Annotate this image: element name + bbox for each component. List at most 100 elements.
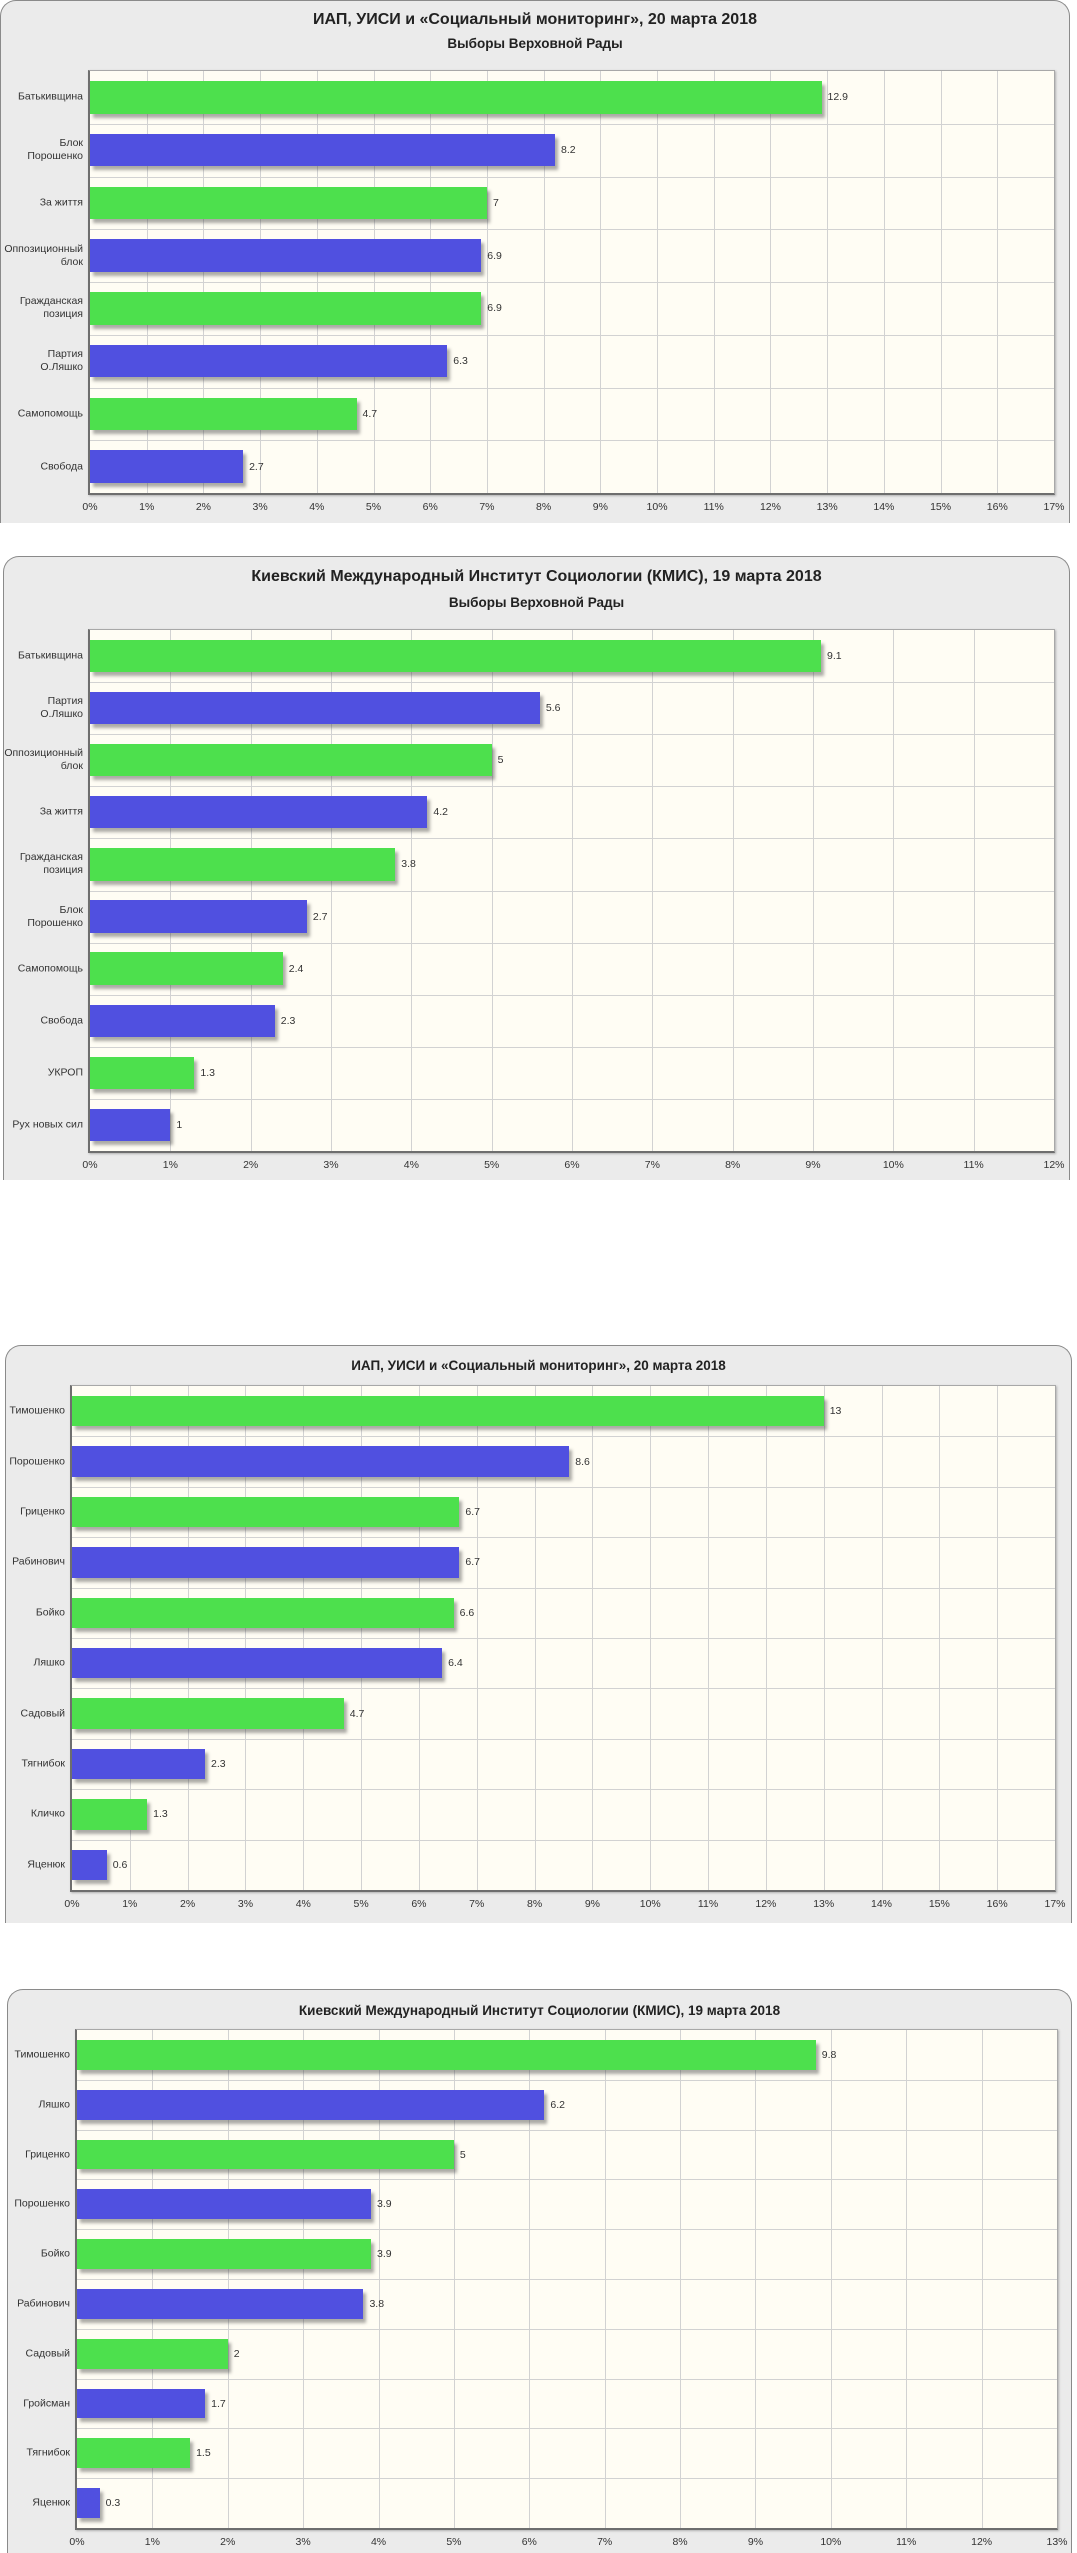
value-label-2: 5.6	[545, 702, 561, 715]
chart-panel-1: ИАП, УИСИ и «Социальный мониторинг», 20 …	[0, 0, 1070, 523]
value-label-9: 1.3	[200, 1066, 216, 1079]
value-label-6: 6.4	[448, 1657, 463, 1670]
bar-7	[77, 2338, 228, 2369]
x-tick-label-0: 0%	[69, 2536, 85, 2548]
bar-4	[90, 796, 428, 829]
category-label-7: Самопомощь	[17, 407, 83, 420]
row-separator	[77, 2428, 1057, 2429]
x-tick-label-13: 13%	[816, 501, 838, 513]
x-tick-label-13: 13%	[813, 1898, 835, 1910]
x-tick-label-10: 10%	[882, 1159, 904, 1171]
x-tick-label-7: 7%	[597, 2536, 613, 2548]
row-separator	[77, 2379, 1057, 2380]
x-tick-label-11: 11%	[697, 1898, 719, 1910]
category-label-9: УКРОП	[47, 1066, 83, 1079]
bar-5	[77, 2239, 371, 2270]
row-separator	[90, 891, 1054, 892]
value-label-10: 0.6	[112, 1858, 128, 1871]
gridline-x	[492, 630, 493, 1151]
bar-1	[90, 639, 822, 673]
value-label-10: 1	[176, 1118, 183, 1131]
gridline-x	[331, 630, 332, 1151]
value-label-10: 0.3	[105, 2497, 121, 2510]
category-label-2: Партия О.Ляшко	[40, 695, 83, 721]
category-label-6: Блок Порошенко	[27, 903, 83, 929]
x-tick-label-12: 12%	[971, 2536, 993, 2548]
category-label-3: Гриценко	[20, 1505, 65, 1518]
row-separator	[77, 2329, 1057, 2330]
bar-2	[90, 691, 540, 725]
x-tick-label-1: 1%	[162, 1159, 178, 1171]
value-label-1: 9.1	[827, 650, 842, 663]
row-separator	[90, 282, 1054, 283]
value-label-5: 6.9	[487, 302, 502, 315]
value-label-6: 3.8	[369, 2297, 385, 2310]
row-separator	[72, 1739, 1055, 1740]
value-label-5: 3.9	[377, 2248, 392, 2261]
row-separator	[72, 1789, 1055, 1790]
gridline-x	[572, 630, 573, 1151]
bar-8	[90, 450, 244, 483]
category-label-5: Гражданская позиция	[19, 851, 83, 877]
x-tick-label-16: 16%	[986, 1898, 1008, 1910]
x-tick-label-7: 7%	[479, 501, 495, 513]
category-label-8: Свобода	[40, 1014, 83, 1027]
plot-area: 13 8.6 6.7 6.7 6.6 6.4 4.7 2.3 1.3 0.6	[70, 1385, 1056, 1892]
value-label-2: 6.2	[550, 2098, 565, 2111]
category-label-3: Гриценко	[25, 2148, 70, 2160]
value-label-1: 9.8	[821, 2048, 837, 2061]
x-tick-label-0: 0%	[82, 501, 98, 513]
row-separator	[90, 838, 1054, 839]
bar-4	[77, 2189, 371, 2220]
bar-8	[77, 2388, 206, 2419]
category-label-6: Ляшко	[33, 1656, 65, 1669]
x-tick-label-5: 5%	[446, 2536, 462, 2548]
gridline-x	[893, 630, 894, 1151]
chart-panel-3: ИАП, УИСИ и «Социальный мониторинг», 20 …	[5, 1345, 1072, 1923]
value-label-6: 2.7	[312, 910, 328, 923]
x-tick-label-12: 12%	[1043, 1159, 1065, 1171]
value-label-3: 6.7	[465, 1506, 481, 1518]
value-label-7: 4.7	[349, 1707, 365, 1720]
value-label-8: 2.3	[210, 1758, 226, 1770]
row-separator	[90, 388, 1054, 389]
category-label-2: Порошенко	[9, 1455, 65, 1468]
plot-area: 9.8 6.2 5 3.9 3.9 3.8 2 1.7 1.5 0.3	[75, 2029, 1058, 2530]
value-label-3: 5	[459, 2148, 466, 2161]
row-separator	[90, 229, 1054, 230]
x-tick-label-0: 0%	[64, 1898, 80, 1910]
x-tick-label-2: 2%	[220, 2536, 236, 2548]
row-separator	[77, 2179, 1057, 2180]
bar-9	[72, 1799, 148, 1830]
x-tick-label-3: 3%	[237, 1898, 254, 1910]
bar-2	[90, 133, 555, 167]
x-tick-label-12: 12%	[755, 1898, 777, 1910]
bar-10	[90, 1108, 171, 1142]
gridline-x	[411, 630, 412, 1151]
row-separator	[90, 1047, 1054, 1048]
x-tick-label-2: 2%	[180, 1898, 196, 1910]
gridline-x	[170, 630, 171, 1151]
value-label-7: 4.7	[362, 407, 378, 420]
x-tick-label-8: 8%	[672, 2536, 688, 2548]
category-label-9: Кличко	[30, 1807, 65, 1820]
x-tick-label-12: 12%	[759, 501, 781, 513]
category-label-2: Блок Порошенко	[27, 137, 83, 163]
x-tick-label-9: 9%	[592, 501, 608, 513]
chart-title: ИАП, УИСИ и «Социальный мониторинг», 20 …	[313, 11, 757, 28]
x-tick-label-4: 4%	[309, 501, 325, 513]
bar-6	[90, 344, 448, 378]
row-separator	[90, 786, 1054, 787]
bar-8	[90, 1004, 275, 1037]
x-tick-label-4: 4%	[295, 1898, 311, 1910]
category-label-4: За життя	[39, 805, 83, 818]
x-tick-label-5: 5%	[484, 1159, 500, 1171]
x-tick-label-4: 4%	[370, 2536, 387, 2548]
bar-1	[77, 2039, 816, 2070]
row-separator	[72, 1588, 1055, 1589]
category-label-7: Самопомощь	[17, 962, 83, 975]
bar-3	[90, 186, 487, 220]
row-separator	[90, 682, 1054, 683]
row-separator	[77, 2279, 1057, 2280]
row-separator	[77, 2229, 1057, 2230]
